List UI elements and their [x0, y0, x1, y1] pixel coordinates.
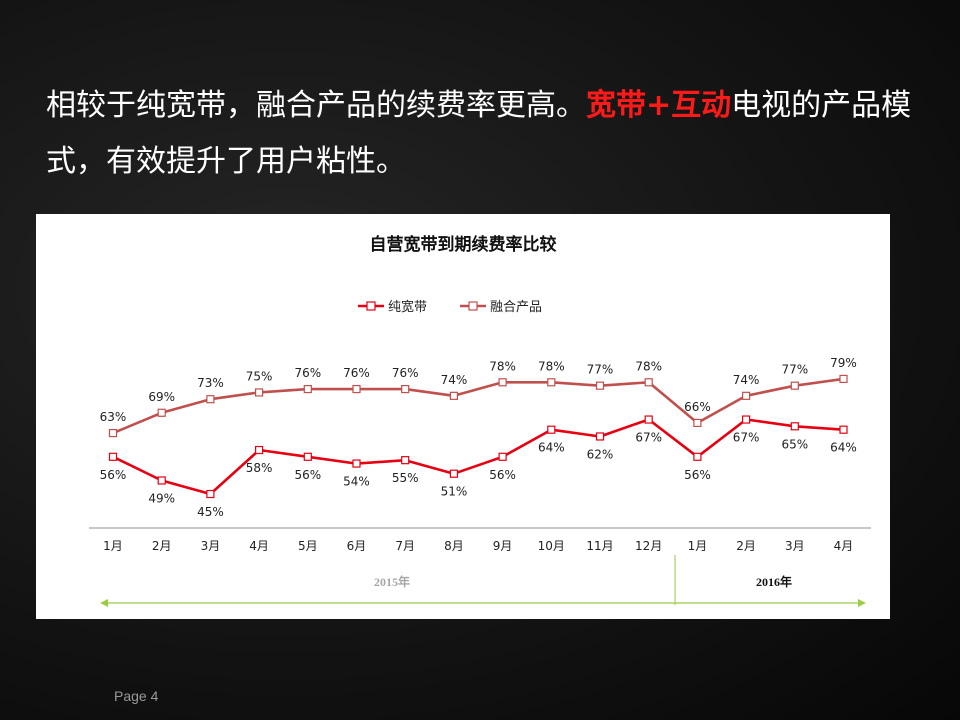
- data-point: [741, 391, 751, 400]
- data-label: 56%: [489, 468, 516, 482]
- data-point: [498, 378, 507, 387]
- series-line-1: [112, 418, 844, 496]
- data-point: [157, 408, 166, 417]
- data-label: 55%: [392, 471, 419, 485]
- data-point: [157, 476, 166, 485]
- x-tick-label: 1月: [103, 539, 123, 553]
- data-label: 76%: [343, 366, 370, 380]
- data-label: 74%: [441, 373, 468, 387]
- series-line-2: [112, 377, 844, 435]
- data-point: [401, 456, 410, 465]
- data-label: 64%: [538, 441, 565, 455]
- x-tick-label: 6月: [347, 539, 367, 553]
- data-point: [303, 452, 312, 461]
- data-label: 45%: [197, 505, 224, 519]
- data-label: 63%: [100, 410, 127, 424]
- data-point: [741, 415, 751, 424]
- data-label: 56%: [294, 468, 321, 482]
- data-label: 62%: [587, 447, 614, 461]
- data-point: [255, 388, 264, 397]
- data-label: 67%: [733, 431, 760, 445]
- line-chart: 纯宽带 融合产品 1月 2月 3月 4月 5月 6月 7月 8月 9月 10月 11月 12月 1月 2月 3月…: [89, 299, 871, 607]
- year-label-2015: 2015年: [374, 574, 410, 589]
- data-label: 76%: [294, 366, 321, 380]
- data-point: [108, 428, 118, 438]
- data-point: [303, 384, 312, 394]
- data-point: [108, 452, 118, 461]
- data-label: 49%: [148, 491, 175, 505]
- data-point: [206, 489, 215, 499]
- data-label: 64%: [830, 441, 857, 455]
- x-tick-label: 2月: [152, 539, 172, 553]
- data-label: 77%: [587, 363, 614, 377]
- data-label: 56%: [684, 468, 711, 482]
- data-point: [644, 415, 653, 424]
- data-point: [352, 384, 361, 394]
- data-point: [644, 378, 653, 387]
- page-number: Page 4: [114, 688, 159, 704]
- data-point: [790, 381, 799, 390]
- data-point: [693, 418, 702, 428]
- data-label: 77%: [781, 363, 808, 377]
- data-label: 78%: [538, 359, 565, 373]
- data-label: 58%: [246, 461, 273, 475]
- data-label: 69%: [148, 390, 175, 404]
- headline-text-2: 电视的产品模式，有效提升了用户粘性。: [46, 88, 912, 179]
- data-label: 51%: [441, 485, 468, 499]
- data-point: [206, 395, 215, 404]
- x-tick-label: 1月: [688, 539, 708, 553]
- x-tick-label: 9月: [493, 539, 513, 553]
- legend-label-1: 纯宽带: [388, 299, 427, 315]
- data-label: 76%: [392, 366, 419, 380]
- data-label: 73%: [197, 376, 224, 390]
- timeline-arrow-left-head: [100, 599, 108, 607]
- x-tick-label: 8月: [444, 539, 464, 553]
- x-tick-label: 3月: [201, 539, 221, 553]
- x-tick-label: 3月: [785, 539, 805, 553]
- x-tick-label: 11月: [586, 539, 613, 553]
- data-point: [449, 391, 458, 400]
- chart-panel: 自营宽带到期续费率比较 纯宽带 融合产品 1月 2月 3月 4月 5月 6月 7月 8月 9月 10月…: [36, 214, 890, 619]
- data-label: 75%: [246, 369, 273, 383]
- legend-label-2: 融合产品: [490, 300, 542, 315]
- data-point: [547, 425, 556, 434]
- data-point: [595, 381, 605, 390]
- data-label: 56%: [100, 468, 127, 482]
- chart-title: 自营宽带到期续费率比较: [369, 235, 557, 255]
- x-tick-label: 12月: [635, 539, 662, 553]
- data-point: [498, 452, 507, 461]
- data-label: 74%: [733, 373, 760, 387]
- data-label: 78%: [635, 359, 662, 373]
- data-point: [693, 452, 702, 461]
- data-point: [839, 374, 848, 384]
- legend-marker-2: [468, 301, 478, 311]
- data-label: 79%: [830, 356, 857, 370]
- x-tick-label: 4月: [249, 539, 269, 553]
- x-tick-label: 4月: [834, 539, 854, 553]
- year-label-2016: 2016年: [756, 574, 792, 589]
- x-tick-label: 5月: [298, 539, 318, 553]
- headline-highlight: 宽带+互动: [586, 88, 732, 123]
- data-point: [352, 459, 361, 468]
- data-point: [839, 425, 848, 434]
- timeline-arrow-right-head: [858, 599, 866, 607]
- x-tick-label: 7月: [395, 539, 415, 553]
- x-tick-label: 2月: [736, 539, 756, 553]
- data-point: [595, 432, 605, 441]
- headline-text-1: 相较于纯宽带，融合产品的续费率更高。: [46, 88, 586, 123]
- data-label: 67%: [635, 431, 662, 445]
- data-label: 54%: [343, 475, 370, 489]
- x-tick-label: 10月: [538, 539, 565, 553]
- headline: 相较于纯宽带，融合产品的续费率更高。宽带+互动电视的产品模式，有效提升了用户粘性…: [46, 78, 926, 190]
- data-point: [790, 422, 799, 431]
- data-label: 78%: [489, 359, 516, 373]
- data-point: [401, 384, 410, 394]
- data-point: [547, 378, 556, 387]
- data-point: [449, 469, 458, 478]
- legend-marker-1: [366, 301, 376, 311]
- data-label: 65%: [781, 437, 808, 451]
- data-label: 66%: [684, 400, 711, 414]
- data-point: [255, 445, 264, 455]
